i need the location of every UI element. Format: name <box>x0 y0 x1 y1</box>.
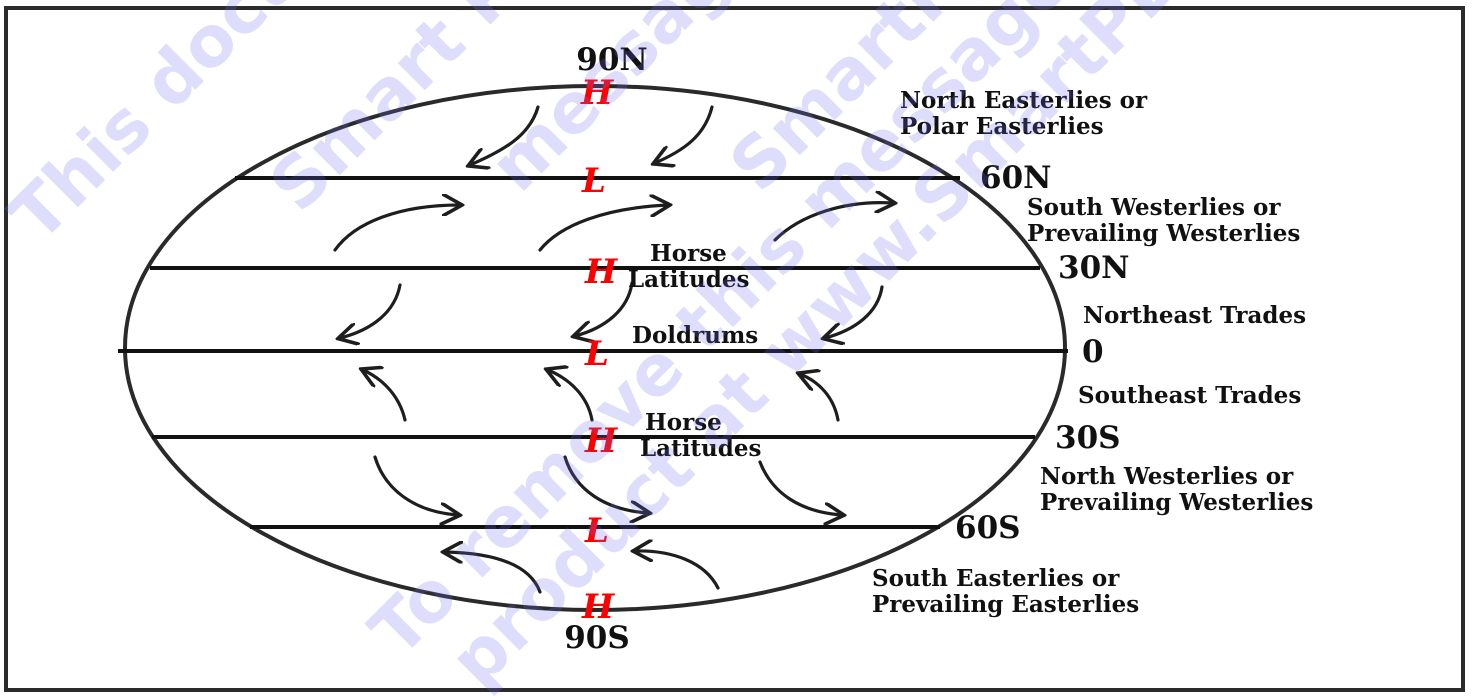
wind-arrow <box>655 105 714 163</box>
pole-label-north: 90N <box>576 42 647 78</box>
wind-arrow <box>538 205 668 252</box>
zone-line: Horse <box>645 409 722 436</box>
pole-label-south: 90S <box>564 620 630 656</box>
wind-arrow <box>333 205 460 252</box>
pressure-high-90n: H <box>580 73 615 113</box>
wind-arrow <box>635 551 720 590</box>
wind-arrow <box>800 374 840 422</box>
wind-arrow <box>445 552 542 594</box>
wind-arrow <box>773 203 893 242</box>
zone-label-horse-latitudes-south: Horse Latitudes <box>640 409 761 462</box>
wind-line: Prevailing Easterlies <box>872 591 1139 618</box>
wind-label-westerlies-south: North Westerlies or Prevailing Westerlie… <box>1040 463 1313 516</box>
latitude-label-30n: 30N <box>1058 250 1129 286</box>
wind-line: North Westerlies or <box>1040 463 1294 490</box>
zone-line: Latitudes <box>628 266 749 293</box>
wind-line: Polar Easterlies <box>900 113 1104 140</box>
wind-label-northeast-trades: Northeast Trades <box>1083 302 1306 329</box>
wind-arrow <box>373 455 458 515</box>
zone-line: Horse <box>650 240 727 267</box>
wind-arrow <box>575 281 634 336</box>
pressure-low-equator: L <box>584 334 609 374</box>
zone-label-horse-latitudes-north: Horse Latitudes <box>628 240 749 293</box>
wind-line: Prevailing Westerlies <box>1027 220 1300 247</box>
pressure-low-60n: L <box>581 161 606 201</box>
wind-arrow <box>825 285 884 338</box>
wind-arrow <box>340 283 402 338</box>
wind-line: South Westerlies or <box>1027 194 1281 221</box>
latitude-label-60n: 60N <box>980 160 1051 196</box>
pressure-low-60s: L <box>584 511 609 551</box>
wind-label-southeast-trades: Southeast Trades <box>1078 382 1301 409</box>
wind-arrow <box>470 105 540 165</box>
pressure-high-30s: H <box>584 421 619 461</box>
wind-line: Prevailing Westerlies <box>1040 489 1313 516</box>
pressure-high-90s: H <box>581 587 616 627</box>
zone-line: Latitudes <box>640 435 761 462</box>
wind-line: North Easterlies or <box>900 87 1148 114</box>
wind-line: South Easterlies or <box>872 565 1120 592</box>
latitude-label-60s: 60S <box>955 510 1021 546</box>
wind-label-westerlies-north: South Westerlies or Prevailing Westerlie… <box>1027 194 1300 247</box>
wind-arrow <box>548 370 594 422</box>
wind-arrow <box>363 370 407 422</box>
latitude-label-equator: 0 <box>1082 334 1104 370</box>
earth-outline <box>123 84 1067 612</box>
wind-label-polar-easterlies-north: North Easterlies or Polar Easterlies <box>900 87 1155 140</box>
wind-label-polar-easterlies-south: South Easterlies or Prevailing Easterlie… <box>872 565 1139 618</box>
zone-label-doldrums: Doldrums <box>632 322 758 349</box>
pressure-high-30n: H <box>584 252 619 292</box>
latitude-label-30s: 30S <box>1055 420 1121 456</box>
wind-arrow <box>758 460 842 515</box>
wind-arrow <box>563 455 648 513</box>
diagram-frame <box>4 6 1465 692</box>
